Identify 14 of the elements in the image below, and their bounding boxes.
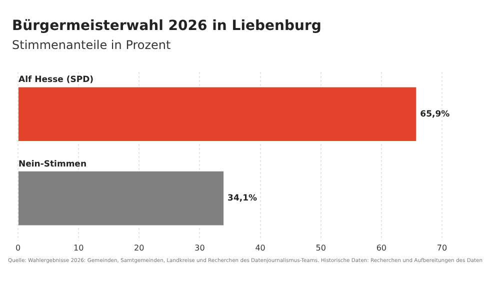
data-label: 34,1% xyxy=(228,194,258,204)
x-tick-label: 40 xyxy=(255,243,266,252)
x-tick-label: 50 xyxy=(316,243,326,252)
x-tick-label: 30 xyxy=(194,243,205,252)
x-tick-label: 70 xyxy=(436,243,448,252)
y-tick-label: Alf Hesse (SPD) xyxy=(18,75,94,86)
chart-title: Bürgermeisterwahl 2026 in Liebenburg xyxy=(12,18,322,34)
x-tick-label: 0 xyxy=(15,243,21,252)
data-label: 65,9% xyxy=(420,109,450,120)
x-tick-label: 10 xyxy=(73,243,84,252)
x-tick-label: 20 xyxy=(134,243,144,252)
y-tick-label: Nein-Stimmen xyxy=(18,159,86,170)
x-tick-label: 60 xyxy=(376,243,387,252)
chart-subtitle: Stimmenanteile in Prozent xyxy=(12,38,171,52)
